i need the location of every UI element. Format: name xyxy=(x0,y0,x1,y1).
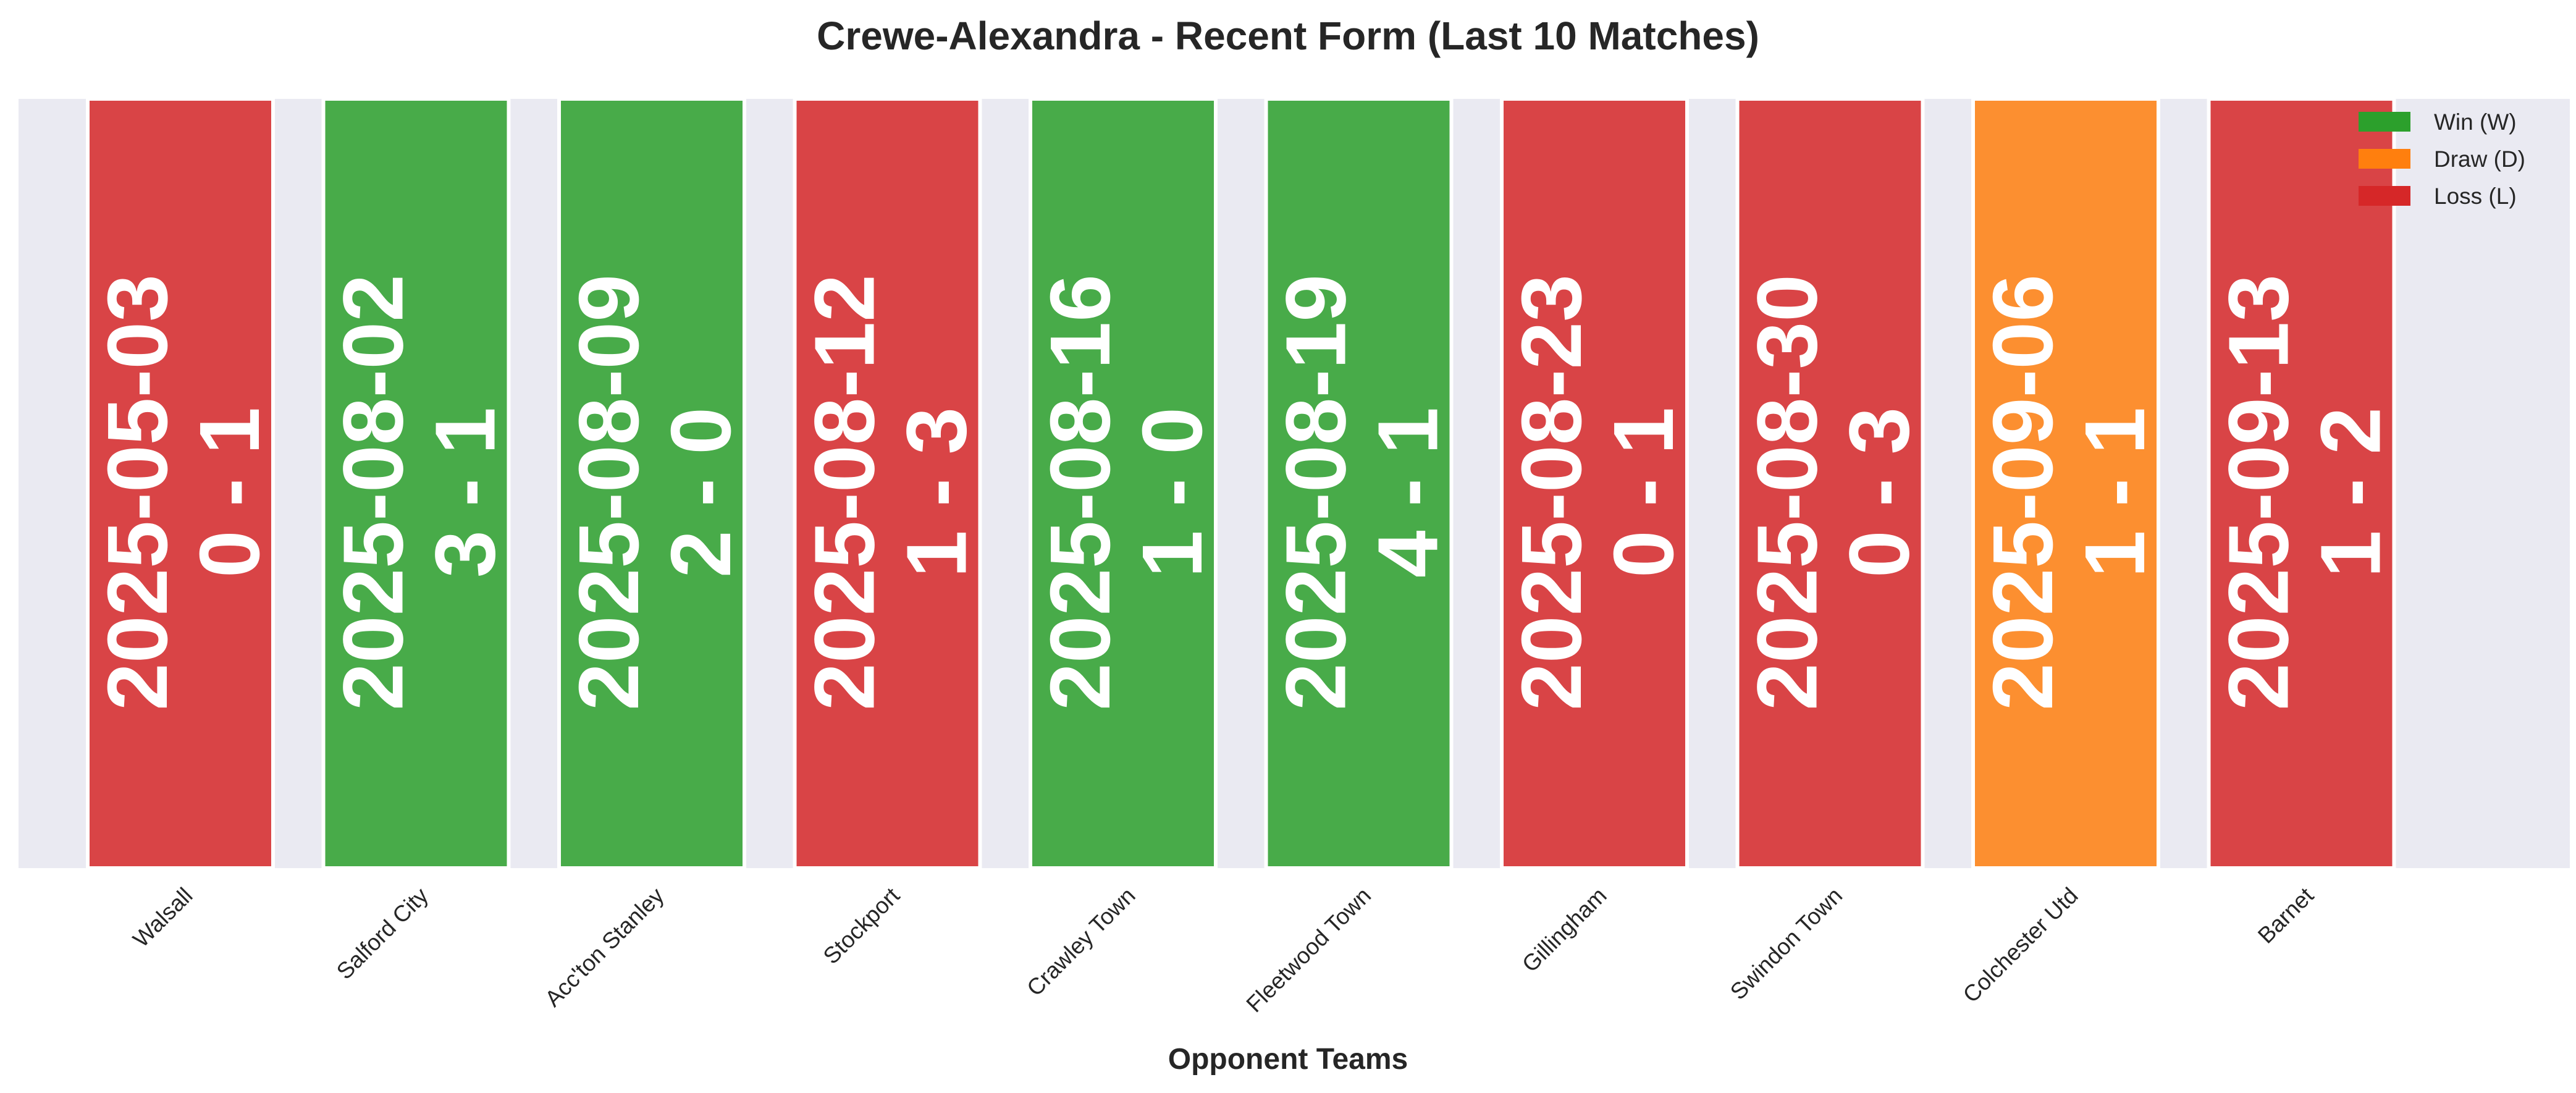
bar-group: 2025-08-092 - 0 xyxy=(557,97,749,870)
x-tick-label: Fleetwood Town xyxy=(1242,883,1376,1018)
x-tick-label: Colchester Utd xyxy=(1958,883,2083,1008)
legend-label: Win (W) xyxy=(2434,109,2517,135)
bar-date: 2025-09-06 xyxy=(1976,274,2071,711)
bar-score: 0 - 1 xyxy=(182,407,277,578)
chart-title: Crewe-Alexandra - Recent Form (Last 10 M… xyxy=(817,14,1759,58)
bar xyxy=(321,97,511,870)
legend-label: Draw (D) xyxy=(2434,146,2525,172)
bar-date: 2025-08-23 xyxy=(1504,274,1599,711)
bar-label: 2025-08-092 - 0 xyxy=(562,274,749,711)
x-tick-labels: Walsall Salford City Acc'ton Stanley Stockp… xyxy=(128,882,2318,1017)
x-tick-label: Stockport xyxy=(819,882,905,969)
bar-group: 2025-05-030 - 1 xyxy=(86,97,277,870)
bar-label: 2025-08-023 - 1 xyxy=(326,274,513,711)
bar-date: 2025-08-12 xyxy=(798,274,893,711)
bar xyxy=(1029,97,1218,870)
legend-swatch xyxy=(2359,186,2410,206)
bar-group: 2025-08-161 - 0 xyxy=(1029,97,1220,870)
bar-label: 2025-09-131 - 2 xyxy=(2212,274,2399,711)
x-tick-label: Swindon Town xyxy=(1725,883,1847,1005)
bar xyxy=(1500,97,1689,870)
bar-label: 2025-08-300 - 3 xyxy=(1740,274,1927,711)
legend-swatch xyxy=(2359,112,2410,132)
x-tick-label: Crawley Town xyxy=(1022,883,1140,1001)
bar-group: 2025-08-230 - 1 xyxy=(1500,97,1691,870)
bar-score: 3 - 1 xyxy=(418,407,513,578)
bar-date: 2025-05-03 xyxy=(90,274,185,711)
legend-label: Loss (L) xyxy=(2434,184,2517,209)
bar-label: 2025-08-230 - 1 xyxy=(1504,274,1691,711)
bar-score: 1 - 2 xyxy=(2304,407,2399,578)
x-tick-label: Gillingham xyxy=(1517,883,1612,977)
bars-layer: 2025-05-030 - 1 2025-08-023 - 1 2025-08-09… xyxy=(86,97,2399,870)
bar xyxy=(2207,97,2396,870)
bar-group: 2025-09-131 - 2 xyxy=(2207,97,2399,870)
bar-label: 2025-08-194 - 1 xyxy=(1269,274,1456,711)
bar xyxy=(1264,97,1454,870)
bar xyxy=(1735,97,1925,870)
bar xyxy=(86,97,275,870)
bar-date: 2025-08-09 xyxy=(562,274,657,711)
bar-group: 2025-08-194 - 1 xyxy=(1264,97,1456,870)
bar-group: 2025-08-121 - 3 xyxy=(793,97,985,870)
bar xyxy=(793,97,982,870)
x-tick-label: Barnet xyxy=(2253,882,2319,948)
bar-score: 2 - 0 xyxy=(654,407,749,578)
x-tick-label: Walsall xyxy=(128,883,197,952)
x-tick-label: Salford City xyxy=(332,882,434,984)
x-axis-label: Opponent Teams xyxy=(1168,1043,1408,1076)
bar-group: 2025-09-061 - 1 xyxy=(1971,97,2163,870)
legend-swatch xyxy=(2359,149,2410,169)
bar xyxy=(1971,97,2160,870)
bar-score: 4 - 1 xyxy=(1361,407,1456,578)
bar xyxy=(557,97,746,870)
bar-label: 2025-08-161 - 0 xyxy=(1033,274,1220,711)
bar-score: 0 - 3 xyxy=(1832,407,1927,578)
legend: Win (W) Draw (D) Loss (L) xyxy=(2359,109,2525,209)
bar-date: 2025-09-13 xyxy=(2212,274,2307,711)
bar-score: 0 - 1 xyxy=(1596,407,1691,578)
bar-label: 2025-09-061 - 1 xyxy=(1976,274,2163,711)
bar-date: 2025-08-02 xyxy=(326,274,421,711)
bar-score: 1 - 3 xyxy=(890,407,985,578)
bar-date: 2025-08-19 xyxy=(1269,274,1364,711)
bar-date: 2025-08-16 xyxy=(1033,274,1128,711)
bar-label: 2025-05-030 - 1 xyxy=(90,274,277,711)
bar-score: 1 - 1 xyxy=(2068,407,2163,578)
bar-date: 2025-08-30 xyxy=(1740,274,1835,711)
bar-group: 2025-08-300 - 3 xyxy=(1735,97,1927,870)
bar-label: 2025-08-121 - 3 xyxy=(798,274,985,711)
bar-group: 2025-08-023 - 1 xyxy=(321,97,513,870)
bar-score: 1 - 0 xyxy=(1125,407,1220,578)
x-tick-label: Acc'ton Stanley xyxy=(540,882,669,1011)
